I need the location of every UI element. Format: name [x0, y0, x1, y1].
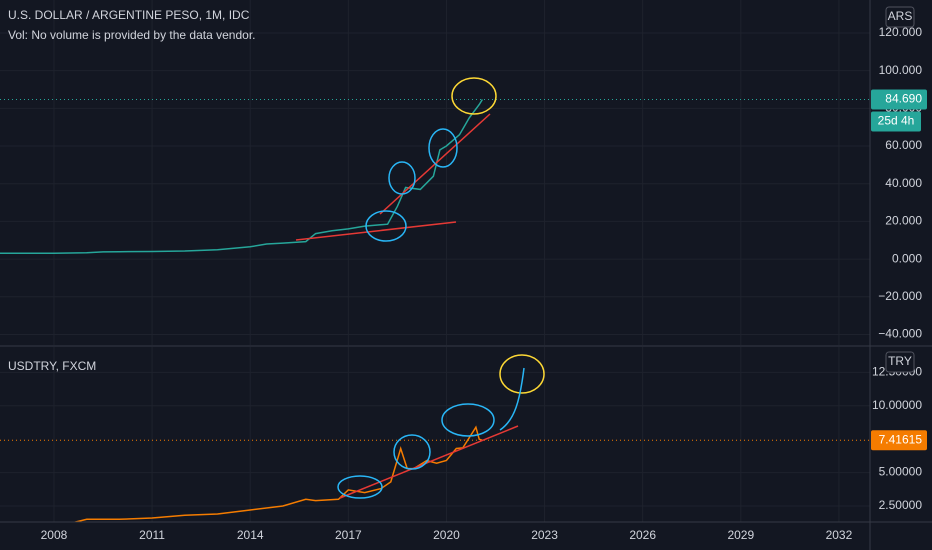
last-price-label: 7.41615	[879, 432, 923, 446]
currency-label: TRY	[888, 354, 912, 368]
plot-area	[0, 99, 870, 255]
last-price-tag	[871, 89, 927, 110]
plot-area	[0, 425, 870, 522]
currency-badge[interactable]	[885, 351, 915, 373]
last-price-label: 84.690	[885, 92, 922, 106]
y-tick-label: −20.000	[878, 289, 922, 303]
x-tick-label: 2023	[531, 528, 558, 542]
x-tick-label: 2032	[826, 528, 853, 542]
circle	[441, 403, 495, 437]
y-tick-label: −40.000	[878, 327, 922, 341]
trend-line	[339, 425, 519, 499]
y-tick-label: 120.000	[879, 25, 923, 39]
labels: −40.000−20.0000.00020.00040.00060.00080.…	[41, 25, 927, 542]
y-tick-label: 5.00000	[879, 465, 923, 479]
circle	[365, 210, 407, 242]
chart-title: U.S. DOLLAR / ARGENTINE PESO, 1M, IDC	[8, 8, 250, 22]
chart-subtitle: Vol: No volume is provided by the data v…	[8, 28, 255, 42]
y-tick-label: 2.50000	[879, 498, 923, 512]
circle	[337, 475, 383, 499]
series-line	[72, 425, 483, 522]
annotations	[295, 77, 545, 499]
x-tick-label: 2020	[433, 528, 460, 542]
projection-curve	[499, 367, 525, 431]
y-tick-label: 60.000	[885, 138, 922, 152]
y-tick-label: 40.000	[885, 176, 922, 190]
y-tick-label: 0.000	[892, 251, 922, 265]
circle	[388, 161, 416, 195]
x-tick-label: 2017	[335, 528, 362, 542]
countdown-tag	[871, 111, 921, 132]
circle	[451, 77, 497, 115]
series-line	[0, 99, 484, 255]
y-tick-label: 20.000	[885, 214, 922, 228]
x-tick-label: 2011	[139, 528, 165, 542]
circle	[393, 434, 431, 470]
marks	[0, 99, 870, 522]
y-tick-label: 10.00000	[872, 398, 922, 412]
circle	[428, 128, 458, 168]
x-tick-label: 2014	[237, 528, 264, 542]
countdown-label: 25d 4h	[878, 114, 915, 128]
circle	[499, 354, 545, 394]
last-price-tag	[871, 430, 927, 451]
chart-title: USDTRY, FXCM	[8, 359, 96, 373]
currency-label: ARS	[888, 9, 913, 23]
x-tick-label: 2026	[629, 528, 656, 542]
grid	[0, 0, 870, 522]
y-tick-label: 100.000	[879, 63, 923, 77]
trend-line	[295, 221, 457, 241]
x-tick-label: 2008	[41, 528, 68, 542]
currency-badge[interactable]	[885, 6, 915, 28]
x-tick-label: 2029	[727, 528, 754, 542]
